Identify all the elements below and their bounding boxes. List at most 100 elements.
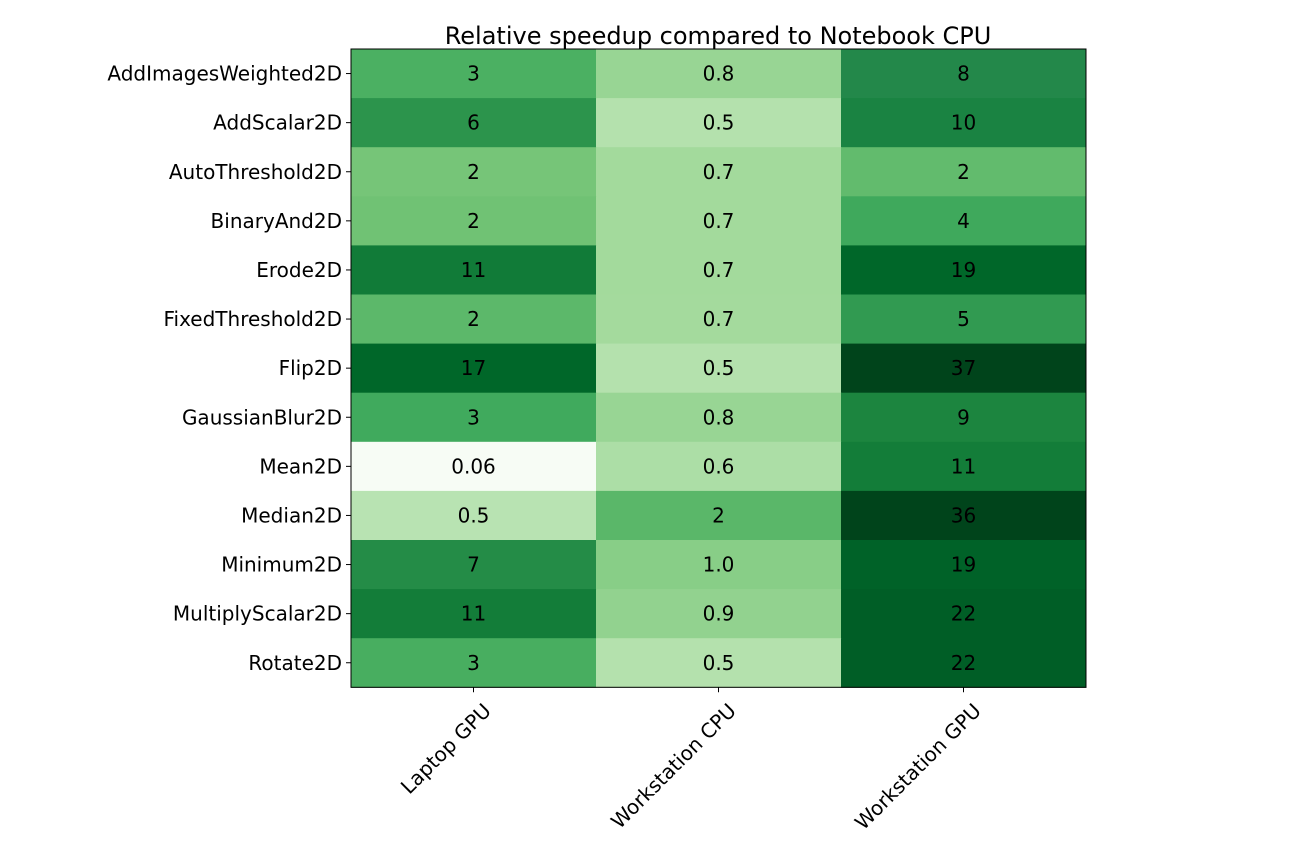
cell-value-label: 19 xyxy=(951,553,976,577)
heatmap-cell xyxy=(596,245,842,295)
cell-value-label: 22 xyxy=(951,602,976,626)
heatmap-cell xyxy=(841,49,1087,99)
cell-value-label: 3 xyxy=(467,62,480,86)
cell-value-label: 0.9 xyxy=(703,602,735,626)
cell-value-label: 2 xyxy=(467,209,480,233)
row-tick-label: Flip2D xyxy=(279,356,342,380)
column-tick-label: Workstation CPU xyxy=(606,699,741,834)
heatmap-cell xyxy=(841,540,1087,590)
cell-value-label: 0.06 xyxy=(451,454,496,478)
heatmap-cell xyxy=(351,196,597,246)
heatmap-cell xyxy=(841,245,1087,295)
heatmap-cell xyxy=(841,294,1087,345)
row-tick-label: MultiplyScalar2D xyxy=(173,602,342,626)
cell-value-label: 2 xyxy=(467,160,480,184)
heatmap-cell xyxy=(351,441,597,492)
row-tick-label: AddImagesWeighted2D xyxy=(107,62,342,86)
heatmap-cell xyxy=(596,638,842,688)
heatmap-cell xyxy=(351,98,597,148)
row-tick-label: Rotate2D xyxy=(248,651,342,675)
heatmap-cell xyxy=(351,638,597,688)
cell-value-label: 0.7 xyxy=(703,258,735,282)
cell-value-label: 0.5 xyxy=(703,111,735,135)
heatmap-cell xyxy=(596,490,842,541)
cell-value-label: 22 xyxy=(951,651,976,675)
heatmap-cell xyxy=(596,49,842,99)
cell-value-label: 11 xyxy=(951,454,976,478)
row-tick-label: Median2D xyxy=(241,503,342,527)
heatmap-cell xyxy=(351,392,597,443)
cell-value-label: 4 xyxy=(957,209,970,233)
cell-value-label: 0.5 xyxy=(458,503,490,527)
heatmap-cell xyxy=(351,147,597,197)
heatmap-cell xyxy=(596,294,842,345)
cell-value-label: 3 xyxy=(467,651,480,675)
cell-value-label: 0.6 xyxy=(703,454,735,478)
heatmap-cell xyxy=(351,294,597,345)
heatmap-cell xyxy=(841,490,1087,541)
heatmap-cell xyxy=(841,638,1087,688)
cell-value-label: 11 xyxy=(461,602,486,626)
heatmap-cells: 3 0.8 86 0.5 102 0.7 22 0.7 411 0.7 192 0.7 517 0.5 37… xyxy=(351,49,1087,688)
cell-value-label: 7 xyxy=(467,553,480,577)
cell-value-label: 0.8 xyxy=(703,405,735,429)
heatmap-cell xyxy=(596,540,842,590)
row-tick-label: Minimum2D xyxy=(221,553,342,577)
cell-value-label: 3 xyxy=(467,405,480,429)
chart-title: Relative speedup compared to Notebook CP… xyxy=(445,22,992,50)
heatmap-cell xyxy=(841,196,1087,246)
heatmap-cell xyxy=(351,343,597,394)
row-tick-label: Erode2D xyxy=(256,258,342,282)
cell-value-label: 1.0 xyxy=(703,553,735,577)
plot-frame xyxy=(350,48,1087,688)
heatmap-cell xyxy=(596,343,842,394)
heatmap-cell xyxy=(351,49,597,99)
heatmap-cell xyxy=(596,196,842,246)
cell-value-label: 0.7 xyxy=(703,160,735,184)
cell-value-label: 2 xyxy=(957,160,970,184)
cell-value-label: 0.5 xyxy=(703,356,735,380)
heatmap-cell xyxy=(841,98,1087,148)
heatmap-cell xyxy=(351,540,597,590)
heatmap-cell xyxy=(596,147,842,197)
heatmap-cell xyxy=(596,441,842,492)
column-tick-label: Laptop GPU xyxy=(396,699,496,799)
heatmap-cell xyxy=(351,245,597,295)
heatmap-cell xyxy=(841,147,1087,197)
cell-value-label: 19 xyxy=(951,258,976,282)
column-labels: Laptop GPU Workstation CPU Workstation GPU xyxy=(396,687,986,834)
cell-value-label: 10 xyxy=(951,111,976,135)
heatmap-cell xyxy=(841,392,1087,443)
row-tick-label: AddScalar2D xyxy=(213,111,342,135)
cell-value-label: 0.8 xyxy=(703,62,735,86)
cell-value-label: 8 xyxy=(957,62,970,86)
heatmap-cell xyxy=(596,392,842,443)
heatmap-cell xyxy=(596,98,842,148)
cell-value-label: 5 xyxy=(957,307,970,331)
cell-value-label: 0.7 xyxy=(703,209,735,233)
row-tick-label: Mean2D xyxy=(259,454,342,478)
heatmap-cell xyxy=(596,589,842,639)
heatmap-cell xyxy=(351,589,597,639)
row-labels: AddImagesWeighted2D AddScalar2D AutoThresh… xyxy=(107,62,351,675)
cell-value-label: 0.7 xyxy=(703,307,735,331)
row-tick-label: AutoThreshold2D xyxy=(169,160,342,184)
cell-value-label: 11 xyxy=(461,258,486,282)
row-tick-label: BinaryAnd2D xyxy=(211,209,342,233)
heatmap-cell xyxy=(841,343,1087,394)
cell-value-label: 9 xyxy=(957,405,970,429)
row-tick-label: FixedThreshold2D xyxy=(163,307,342,331)
cell-value-label: 0.5 xyxy=(703,651,735,675)
row-tick-label: GaussianBlur2D xyxy=(182,405,342,429)
cell-value-label: 6 xyxy=(467,111,480,135)
heatmap-cell xyxy=(351,490,597,541)
cell-value-label: 2 xyxy=(712,503,725,527)
cell-value-label: 36 xyxy=(951,503,976,527)
cell-value-label: 17 xyxy=(461,356,486,380)
heatmap-cell xyxy=(841,441,1087,492)
cell-value-label: 2 xyxy=(467,307,480,331)
cell-value-label: 37 xyxy=(951,356,976,380)
heatmap-cell xyxy=(841,589,1087,639)
column-tick-label: Workstation GPU xyxy=(850,699,986,835)
